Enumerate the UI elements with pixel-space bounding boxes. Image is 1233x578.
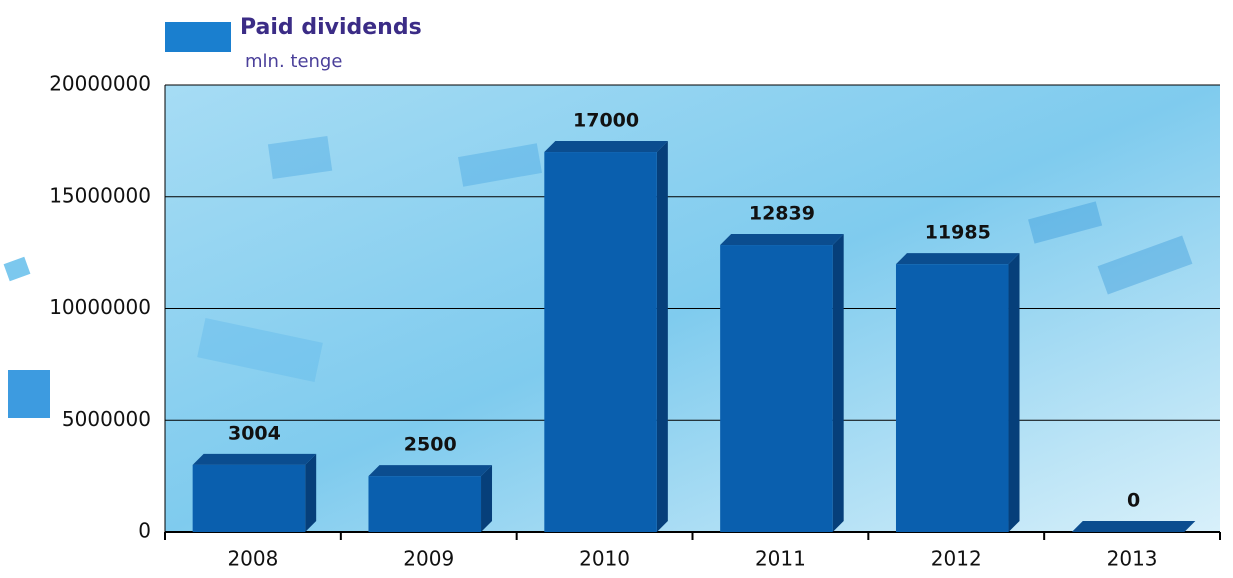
bar-side	[481, 465, 493, 532]
value-label: 12839	[749, 203, 815, 225]
bar-top	[895, 253, 1020, 265]
x-tick-label: 2012	[931, 547, 982, 571]
x-tick-label: 2011	[755, 547, 806, 571]
y-tick-label: 5000000	[62, 407, 151, 431]
y-tick-label: 10000000	[49, 295, 151, 319]
bar	[368, 476, 482, 532]
x-tick-label: 2010	[579, 547, 630, 571]
bar-side	[305, 453, 317, 532]
value-label: 11985	[925, 222, 991, 244]
bar-top	[544, 141, 668, 153]
title-icon	[165, 22, 231, 52]
x-tick-label: 2013	[1107, 547, 1158, 571]
bar	[895, 264, 1009, 532]
bar-top	[368, 465, 493, 477]
decoration-cube	[8, 370, 50, 418]
bar-side	[656, 141, 668, 533]
bar-side	[1008, 253, 1020, 532]
value-label: 17000	[573, 110, 639, 132]
bar	[544, 152, 657, 533]
y-tick-label: 15000000	[49, 183, 151, 207]
decoration-cube	[3, 256, 31, 282]
bar	[720, 245, 833, 533]
chart-subtitle: mln. tenge	[245, 51, 342, 72]
x-tick-label: 2008	[227, 547, 278, 571]
background-decoration	[197, 135, 1193, 383]
bar	[192, 464, 306, 532]
bar-top	[192, 453, 317, 465]
value-label: 2500	[404, 434, 457, 456]
y-tick-label: 0	[138, 519, 151, 543]
value-label: 0	[1127, 490, 1140, 512]
bar-top	[720, 234, 844, 246]
chart-title: Paid dividends	[240, 15, 422, 40]
value-label: 3004	[228, 422, 281, 444]
y-tick-label: 20000000	[49, 72, 151, 96]
bar-top	[1071, 521, 1196, 532]
bar-side	[832, 234, 844, 533]
x-tick-label: 2009	[403, 547, 454, 571]
